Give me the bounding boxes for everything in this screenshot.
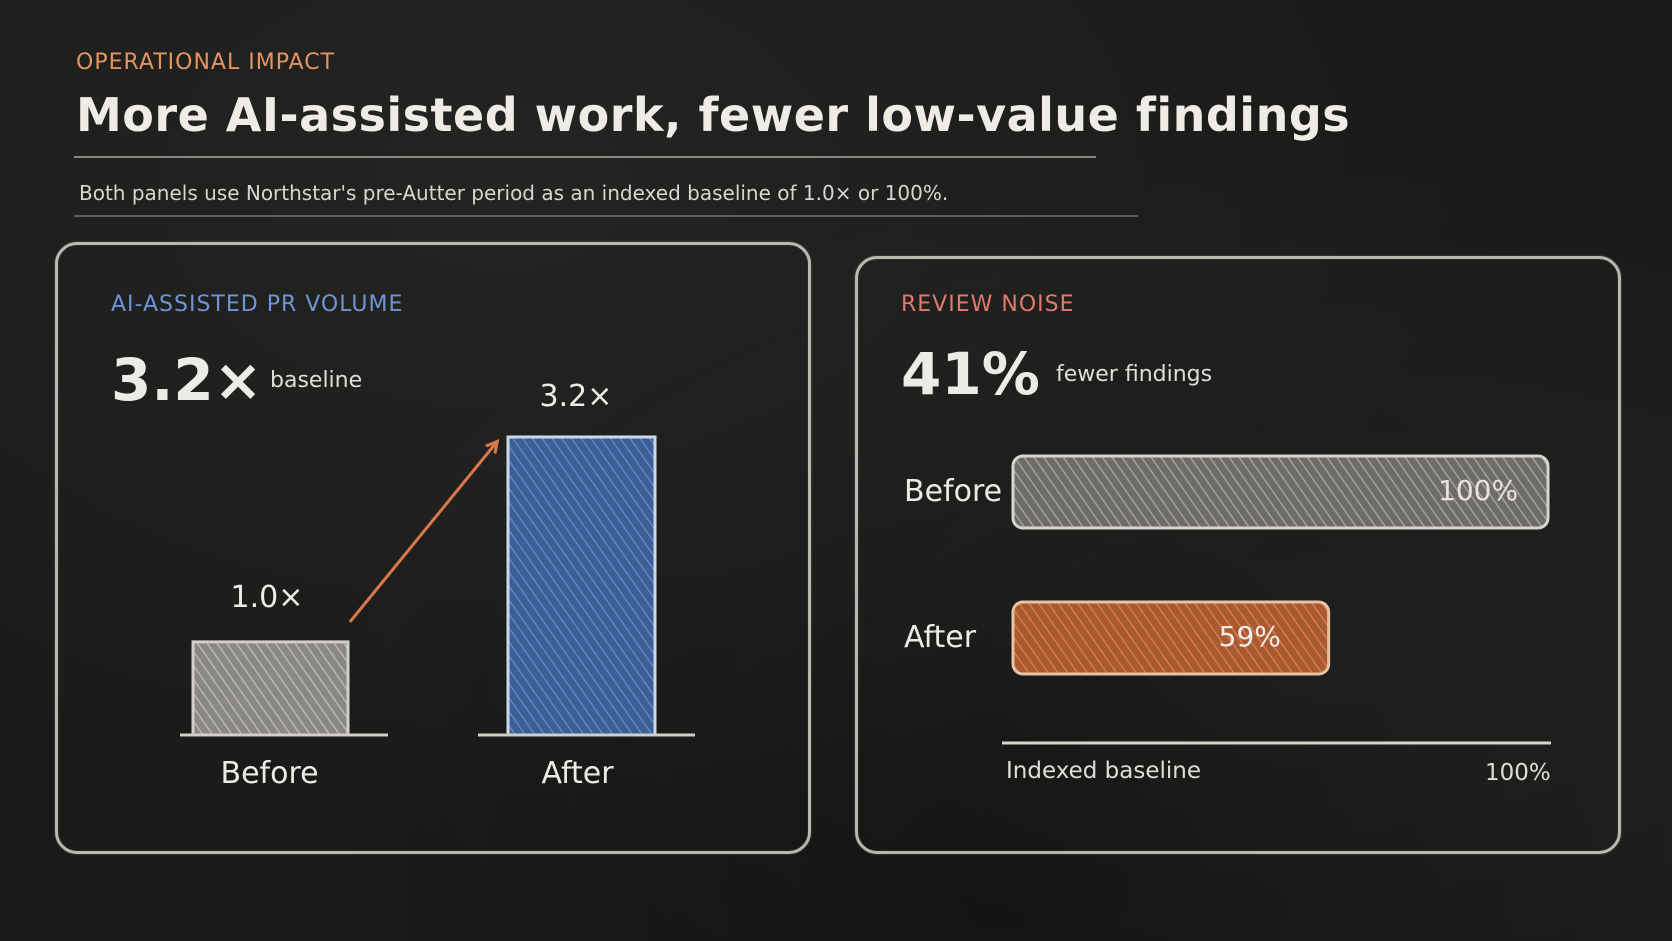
review-noise-headline: 41% [901, 340, 1040, 408]
review-noise-axis-end: 100% [1485, 760, 1551, 786]
pr-volume-bar-before [191, 640, 350, 737]
pr-volume-value-after: 3.2× [539, 379, 613, 414]
review-noise-bar-after [1011, 600, 1331, 676]
pr-volume-headline-note: baseline [270, 368, 363, 393]
review-noise-panel-label: REVIEW NOISE [901, 292, 1075, 317]
pr-volume-value-before: 1.0× [230, 579, 304, 615]
review-noise-headline-note: fewer findings [1056, 362, 1213, 387]
pr-volume-panel-label: AI-ASSISTED PR VOLUME [111, 292, 404, 317]
pr-volume-chart [180, 435, 695, 737]
review-noise-value-after: 59% [1218, 620, 1281, 653]
pr-volume-bar-after [506, 435, 657, 737]
review-noise-category-before: Before [904, 474, 1003, 509]
kicker-label: OPERATIONAL IMPACT [76, 50, 336, 75]
pr-volume-panel [55, 242, 811, 854]
page-subtitle: Both panels use Northstar's pre-Autter p… [79, 181, 949, 205]
review-noise-panel [855, 256, 1621, 854]
title-underline [74, 156, 1096, 158]
growth-arrow [348, 443, 496, 623]
review-noise-bar-before [1011, 454, 1550, 530]
review-noise-category-after: After [904, 620, 977, 655]
pr-volume-category-after: After [541, 756, 614, 791]
pr-volume-headline: 3.2× [111, 346, 263, 414]
review-noise-axis-label: Indexed baseline [1006, 758, 1202, 784]
subtitle-divider [74, 215, 1138, 217]
page-title: More AI-assisted work, fewer low-value f… [76, 88, 1351, 142]
review-noise-chart [1002, 454, 1551, 745]
review-noise-value-before: 100% [1438, 474, 1519, 507]
pr-volume-category-before: Before [220, 756, 319, 791]
